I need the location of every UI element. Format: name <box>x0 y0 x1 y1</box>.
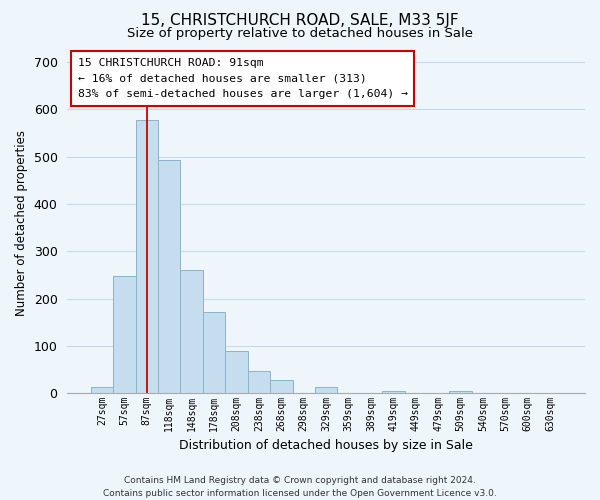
Bar <box>382 391 404 393</box>
X-axis label: Distribution of detached houses by size in Sale: Distribution of detached houses by size … <box>179 440 473 452</box>
Text: 15, CHRISTCHURCH ROAD, SALE, M33 5JF: 15, CHRISTCHURCH ROAD, SALE, M33 5JF <box>141 12 459 28</box>
Text: 15 CHRISTCHURCH ROAD: 91sqm
← 16% of detached houses are smaller (313)
83% of se: 15 CHRISTCHURCH ROAD: 91sqm ← 16% of det… <box>77 58 407 99</box>
Bar <box>91 388 113 393</box>
Bar <box>225 351 248 393</box>
Bar <box>449 391 472 393</box>
Bar <box>203 312 225 393</box>
Y-axis label: Number of detached properties: Number of detached properties <box>15 130 28 316</box>
Bar <box>181 270 203 393</box>
Text: Size of property relative to detached houses in Sale: Size of property relative to detached ho… <box>127 28 473 40</box>
Bar <box>136 120 158 393</box>
Bar <box>315 387 337 393</box>
Bar <box>248 371 270 393</box>
Bar <box>113 276 136 393</box>
Text: Contains HM Land Registry data © Crown copyright and database right 2024.
Contai: Contains HM Land Registry data © Crown c… <box>103 476 497 498</box>
Bar <box>270 380 293 393</box>
Bar <box>158 160 181 393</box>
